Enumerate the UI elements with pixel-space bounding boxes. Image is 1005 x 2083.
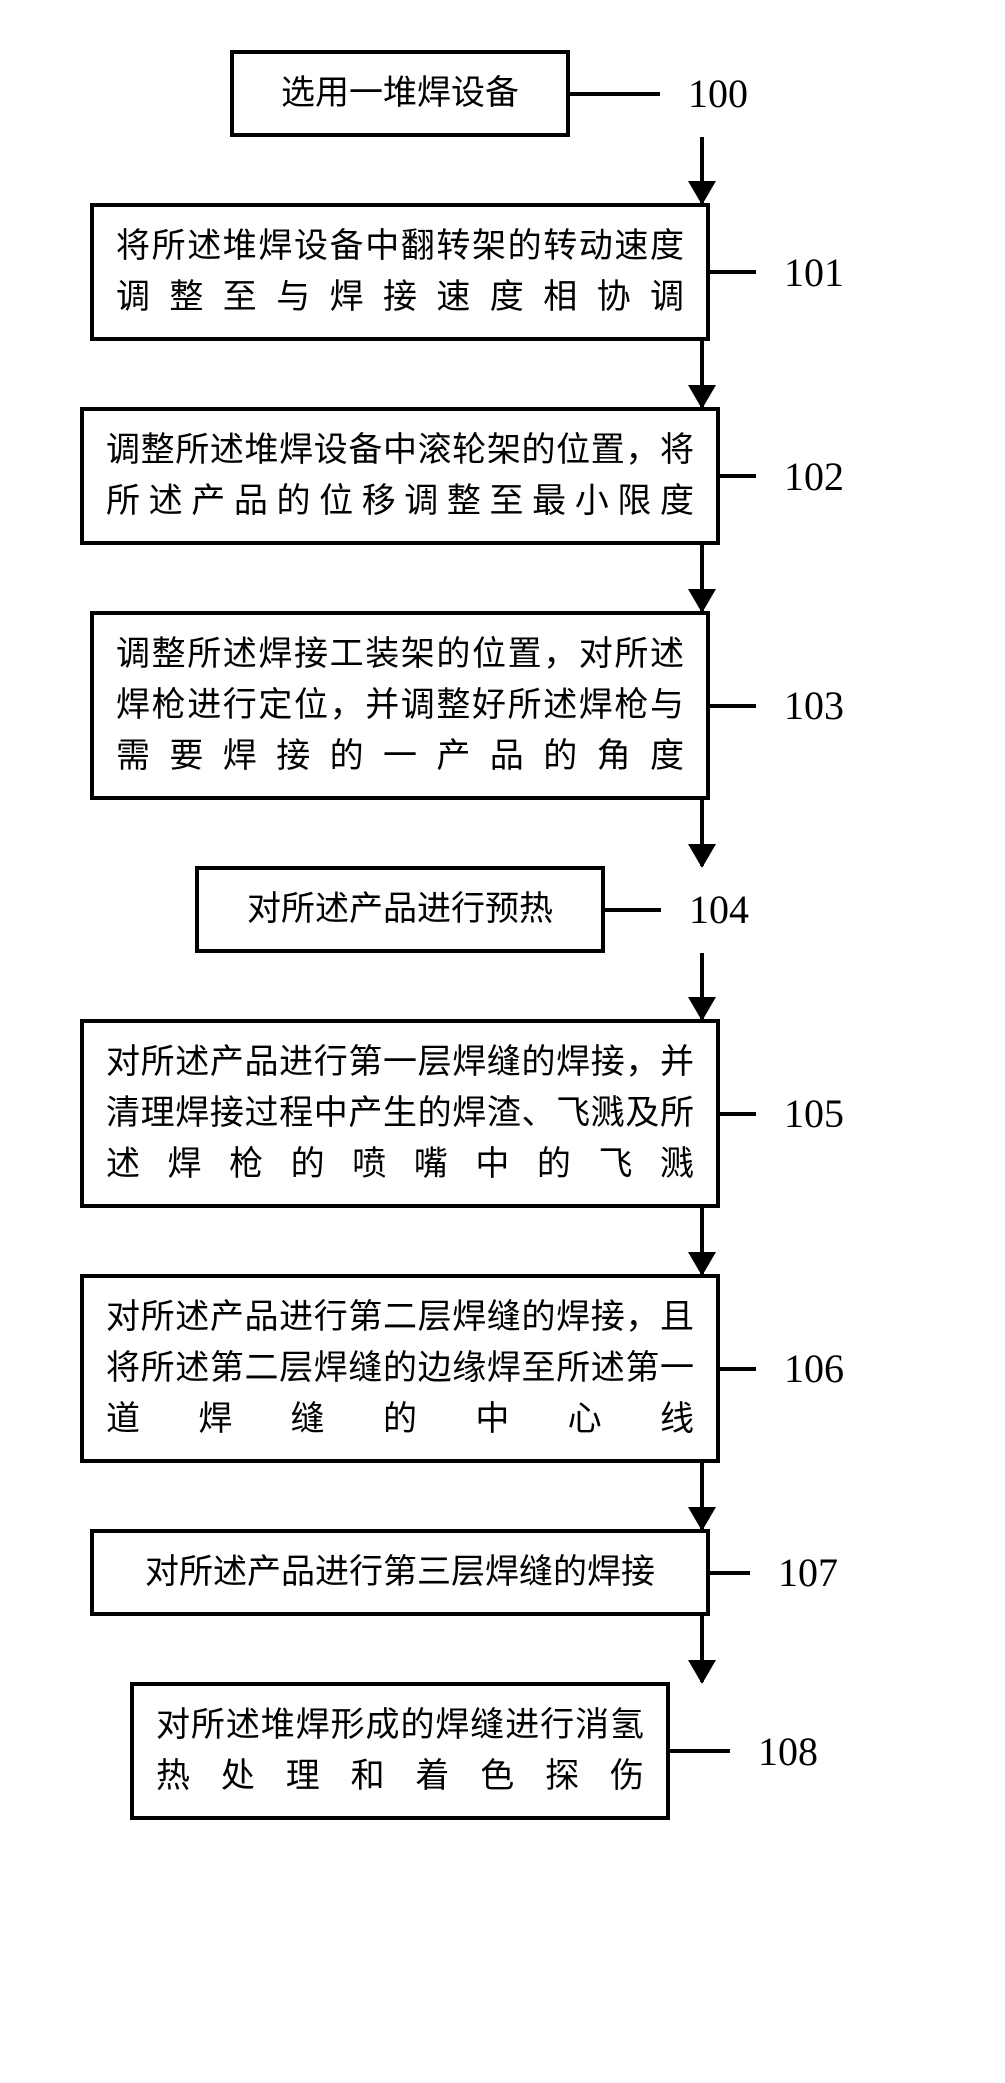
step-label: 103 — [784, 682, 844, 729]
connector-line — [710, 270, 756, 274]
connector: 107 — [710, 1549, 838, 1596]
arrow-wrap — [0, 1616, 1005, 1682]
flow-node-102: 调整所述堆焊设备中滚轮架的位置，将所述产品的位移调整至最小限度 — [80, 407, 720, 545]
step-label: 108 — [758, 1728, 818, 1775]
step-label: 102 — [784, 453, 844, 500]
arrow-wrap — [0, 1208, 1005, 1274]
arrow-wrap — [0, 341, 1005, 407]
connector-line — [605, 908, 661, 912]
step-label: 105 — [784, 1090, 844, 1137]
connector: 103 — [710, 682, 844, 729]
connector-line — [570, 92, 660, 96]
flow-step-row: 调整所述堆焊设备中滚轮架的位置，将所述产品的位移调整至最小限度 102 — [0, 407, 1005, 545]
flow-step-row: 对所述产品进行第二层焊缝的焊接，且将所述第二层焊缝的边缘焊至所述第一道焊缝的中心… — [0, 1274, 1005, 1463]
arrow-down-icon — [700, 800, 704, 866]
connector: 102 — [720, 453, 844, 500]
arrow-down-icon — [700, 1616, 704, 1682]
flow-step-row: 对所述产品进行第一层焊缝的焊接，并清理焊接过程中产生的焊渣、飞溅及所述焊枪的喷嘴… — [0, 1019, 1005, 1208]
step-label: 100 — [688, 70, 748, 117]
arrow-down-icon — [700, 953, 704, 1019]
arrow-down-icon — [700, 545, 704, 611]
arrow-wrap — [0, 1463, 1005, 1529]
arrow-down-icon — [700, 341, 704, 407]
step-label: 107 — [778, 1549, 838, 1596]
flow-node-101: 将所述堆焊设备中翻转架的转动速度调整至与焊接速度相协调 — [90, 203, 710, 341]
flow-node-100: 选用一堆焊设备 — [230, 50, 570, 137]
flow-node-104: 对所述产品进行预热 — [195, 866, 605, 953]
connector: 106 — [720, 1345, 844, 1392]
connector-line — [720, 1112, 756, 1116]
flow-node-107: 对所述产品进行第三层焊缝的焊接 — [90, 1529, 710, 1616]
flow-step-row: 将所述堆焊设备中翻转架的转动速度调整至与焊接速度相协调 101 — [0, 203, 1005, 341]
connector: 100 — [570, 70, 748, 117]
step-label: 101 — [784, 249, 844, 296]
flow-node-105: 对所述产品进行第一层焊缝的焊接，并清理焊接过程中产生的焊渣、飞溅及所述焊枪的喷嘴… — [80, 1019, 720, 1208]
step-label: 104 — [689, 886, 749, 933]
flow-step-row: 选用一堆焊设备 100 — [0, 50, 1005, 137]
arrow-wrap — [0, 800, 1005, 866]
connector: 105 — [720, 1090, 844, 1137]
arrow-down-icon — [700, 137, 704, 203]
connector: 108 — [670, 1728, 818, 1775]
connector: 104 — [605, 886, 749, 933]
connector-line — [710, 1571, 750, 1575]
flow-node-108: 对所述堆焊形成的焊缝进行消氢热处理和着色探伤 — [130, 1682, 670, 1820]
flow-step-row: 对所述产品进行第三层焊缝的焊接 107 — [0, 1529, 1005, 1616]
flowchart-container: 选用一堆焊设备 100 将所述堆焊设备中翻转架的转动速度调整至与焊接速度相协调 101… — [0, 0, 1005, 1860]
flow-step-row: 对所述堆焊形成的焊缝进行消氢热处理和着色探伤 108 — [0, 1682, 1005, 1820]
arrow-wrap — [0, 545, 1005, 611]
arrow-wrap — [0, 137, 1005, 203]
flow-step-row: 对所述产品进行预热 104 — [0, 866, 1005, 953]
connector-line — [670, 1749, 730, 1753]
step-label: 106 — [784, 1345, 844, 1392]
connector: 101 — [710, 249, 844, 296]
arrow-down-icon — [700, 1208, 704, 1274]
flow-node-103: 调整所述焊接工装架的位置，对所述焊枪进行定位，并调整好所述焊枪与需要焊接的一产品… — [90, 611, 710, 800]
flow-step-row: 调整所述焊接工装架的位置，对所述焊枪进行定位，并调整好所述焊枪与需要焊接的一产品… — [0, 611, 1005, 800]
connector-line — [720, 474, 756, 478]
flow-node-106: 对所述产品进行第二层焊缝的焊接，且将所述第二层焊缝的边缘焊至所述第一道焊缝的中心… — [80, 1274, 720, 1463]
connector-line — [710, 704, 756, 708]
connector-line — [720, 1367, 756, 1371]
arrow-wrap — [0, 953, 1005, 1019]
arrow-down-icon — [700, 1463, 704, 1529]
